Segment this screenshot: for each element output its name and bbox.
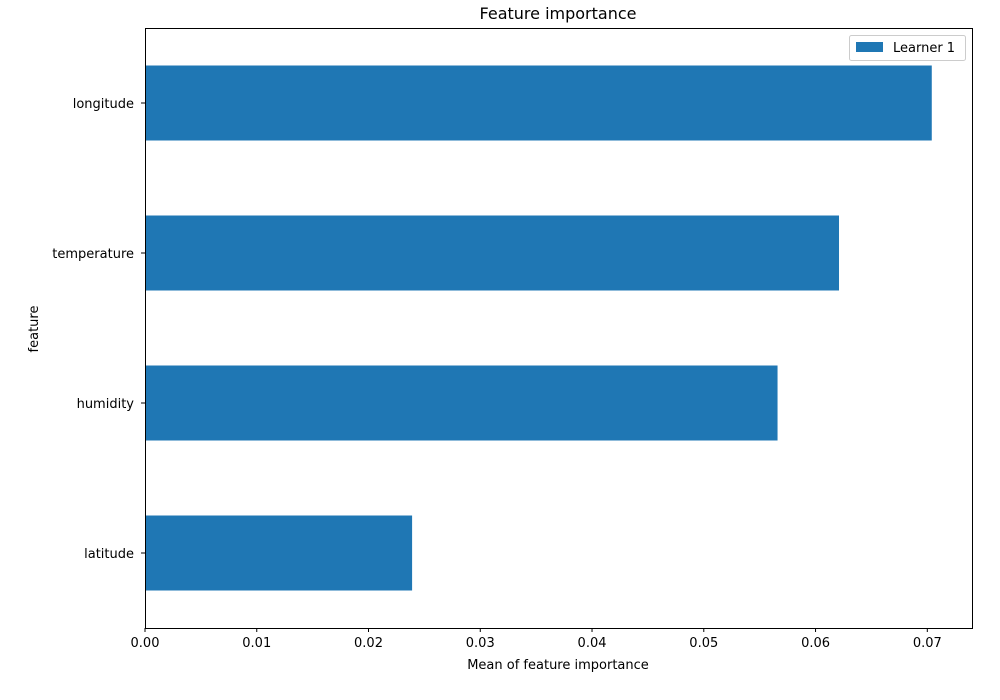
y-tick-label: humidity (77, 397, 135, 412)
y-tick-label: temperature (52, 247, 134, 262)
x-tick-label: 0.04 (578, 636, 607, 651)
bar-latitude (145, 515, 413, 591)
x-tick-label: 0.03 (466, 636, 495, 651)
x-tick-label: 0.05 (689, 636, 718, 651)
x-tick-label: 0.00 (131, 636, 160, 651)
y-axis: latitude humidity temperature longitude (52, 97, 145, 562)
bar-longitude (145, 65, 932, 141)
legend-box (849, 35, 966, 61)
plot-frame (145, 28, 973, 629)
legend-swatch (856, 42, 883, 52)
y-tick-label: latitude (84, 547, 134, 562)
bar-humidity (145, 365, 778, 441)
y-axis-title: feature (27, 306, 42, 353)
x-tick-label: 0.01 (242, 636, 271, 651)
legend-label: Learner 1 (893, 41, 955, 56)
x-axis: 0.00 0.01 0.02 0.03 0.04 0.05 0.06 0.07 (131, 628, 942, 651)
x-tick-label: 0.07 (913, 636, 942, 651)
legend: Learner 1 (849, 35, 966, 61)
y-tick-label: longitude (73, 97, 134, 112)
plot-area (145, 65, 932, 591)
x-axis-title: Mean of feature importance (467, 658, 649, 673)
chart-title: Feature importance (480, 4, 637, 23)
bar-temperature (145, 215, 840, 291)
x-tick-label: 0.02 (354, 636, 383, 651)
x-tick-label: 0.06 (801, 636, 830, 651)
